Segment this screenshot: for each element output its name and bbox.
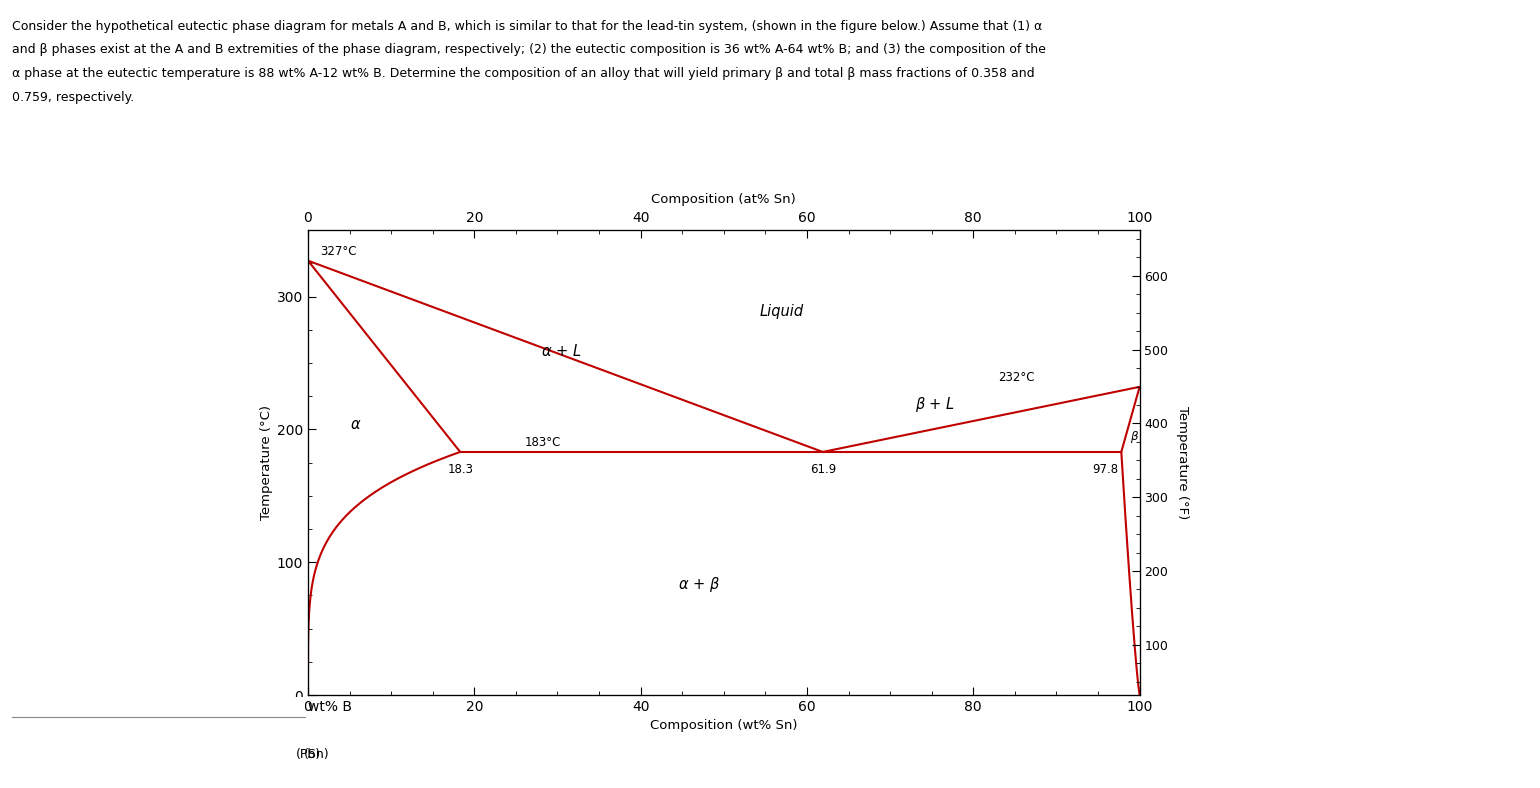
Text: 327°C: 327°C <box>320 245 357 258</box>
Text: $\alpha$ + $L$: $\alpha$ + $L$ <box>541 344 581 359</box>
Text: (Sn): (Sn) <box>303 749 330 761</box>
Text: (Pb): (Pb) <box>296 749 320 761</box>
Text: $\beta$: $\beta$ <box>1130 429 1138 445</box>
Text: α phase at the eutectic temperature is 88 wt% A-12 wt% B. Determine the composit: α phase at the eutectic temperature is 8… <box>12 67 1035 80</box>
X-axis label: Composition (wt% Sn): Composition (wt% Sn) <box>650 719 798 732</box>
Text: 97.8: 97.8 <box>1093 463 1118 475</box>
Text: 232°C: 232°C <box>998 371 1035 385</box>
Text: wt% B: wt% B <box>308 700 353 714</box>
Text: Liquid: Liquid <box>759 304 804 319</box>
Text: $\beta$ + $L$: $\beta$ + $L$ <box>915 396 955 414</box>
Text: $\alpha$ + $\beta$: $\alpha$ + $\beta$ <box>678 574 719 593</box>
Text: 0.759, respectively.: 0.759, respectively. <box>12 91 134 103</box>
Y-axis label: Temperature (°C): Temperature (°C) <box>260 405 273 520</box>
Text: and β phases exist at the A and B extremities of the phase diagram, respectively: and β phases exist at the A and B extrem… <box>12 43 1046 56</box>
X-axis label: Composition (at% Sn): Composition (at% Sn) <box>651 193 796 206</box>
Text: 18.3: 18.3 <box>447 463 473 475</box>
Text: $\alpha$: $\alpha$ <box>350 418 360 433</box>
Text: 61.9: 61.9 <box>810 463 836 475</box>
Y-axis label: Temperature (°F): Temperature (°F) <box>1177 406 1189 519</box>
Text: 183°C: 183°C <box>524 437 561 449</box>
Text: Consider the hypothetical eutectic phase diagram for metals A and B, which is si: Consider the hypothetical eutectic phase… <box>12 20 1043 32</box>
